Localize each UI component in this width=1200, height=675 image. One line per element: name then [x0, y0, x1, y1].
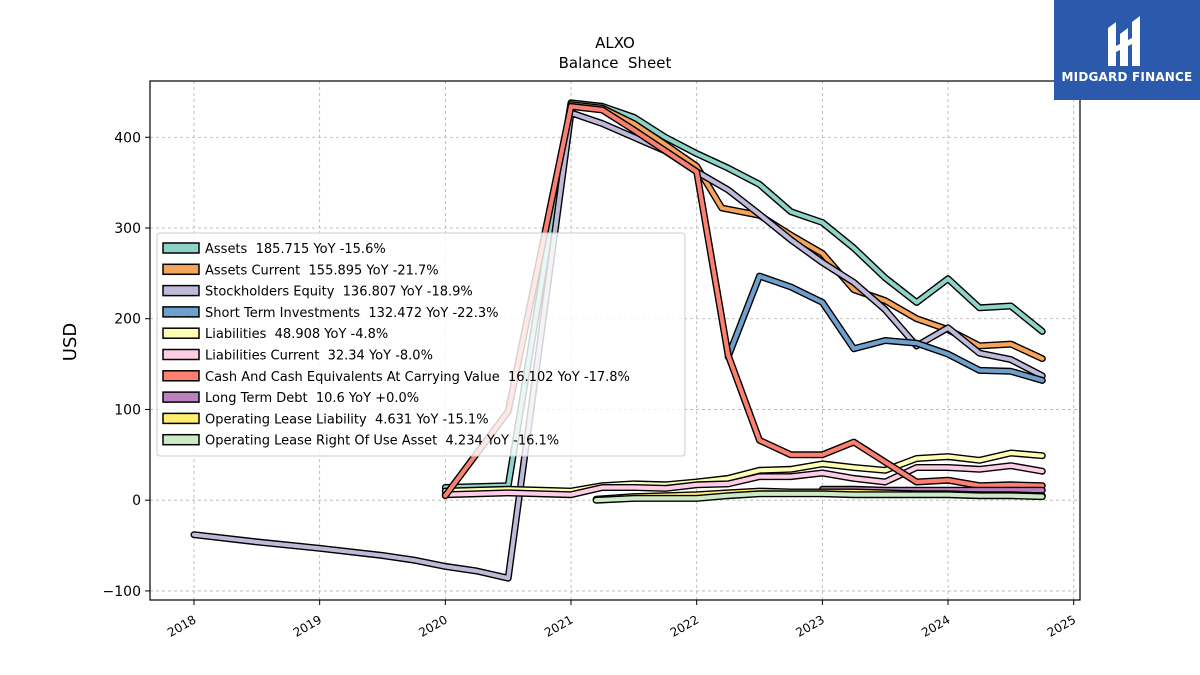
logo: MIDGARD FINANCE — [1054, 0, 1200, 100]
x-tick-label: 2022 — [668, 612, 701, 639]
series-line-3 — [724, 272, 1046, 384]
logo-text: MIDGARD FINANCE — [1061, 70, 1193, 84]
legend-swatch — [162, 263, 200, 276]
legend-entry: Assets 185.715 YoY -15.6% — [205, 242, 386, 257]
x-tick-label: 2020 — [416, 612, 449, 639]
legend-entry: Operating Lease Liability 4.631 YoY -15.… — [205, 412, 489, 427]
x-tick-label: 2024 — [919, 612, 952, 639]
x-tick-label: 2023 — [793, 612, 826, 639]
y-tick-label: 0 — [132, 493, 141, 509]
series-lines — [190, 99, 1046, 582]
series-stroke — [726, 274, 1045, 383]
series-stroke — [443, 463, 1045, 497]
x-tick-label: 2018 — [165, 612, 198, 639]
series-line-4 — [441, 449, 1046, 495]
y-tick-label: 300 — [114, 221, 141, 237]
legend-swatch — [162, 412, 200, 425]
series-line-5 — [441, 462, 1046, 499]
y-tick-label: 400 — [114, 130, 141, 146]
legend: Assets 185.715 YoY -15.6% Assets Current … — [156, 232, 686, 457]
legend-swatch — [162, 284, 200, 297]
y-tick-label: 200 — [114, 312, 141, 328]
series-line-9 — [592, 490, 1046, 504]
plot-frame — [149, 80, 1081, 601]
legend-swatch — [162, 370, 200, 382]
y-tick-label: 100 — [114, 402, 141, 418]
legend-swatch — [162, 348, 200, 361]
legend-entry: Assets Current 155.895 YoY -21.7% — [205, 263, 439, 278]
x-tick-label: 2025 — [1045, 612, 1078, 639]
legend-entry: Liabilities Current 32.34 YoY -8.0% — [205, 349, 433, 364]
legend-entry: Stockholders Equity 136.807 YoY -18.9% — [205, 285, 473, 300]
chart-title: ALXO — [595, 34, 635, 52]
series-stroke — [443, 104, 1045, 498]
legend-entry: Liabilities 48.908 YoY -4.8% — [205, 327, 388, 342]
midgard-logo-icon — [1108, 16, 1140, 66]
legend-entry: Long Term Debt 10.6 YoY +0.0% — [205, 391, 419, 406]
y-tick-label: −100 — [103, 584, 141, 600]
series-outline — [724, 272, 1046, 384]
legend-box — [156, 232, 686, 457]
legend-swatch — [162, 391, 200, 403]
y-axis-label: USD — [60, 323, 81, 361]
legend-swatch — [162, 327, 200, 339]
x-tick-label: 2019 — [291, 612, 324, 639]
series-stroke — [594, 491, 1045, 503]
chart-subtitle: Balance Sheet — [559, 54, 672, 72]
x-tick-label: 2021 — [542, 612, 575, 639]
legend-entry: Operating Lease Right Of Use Asset 4.234… — [205, 434, 559, 449]
legend-swatch — [162, 306, 200, 318]
legend-entry: Short Term Investments 132.472 YoY -22.3… — [205, 306, 498, 321]
legend-entry: Cash And Cash Equivalents At Carrying Va… — [205, 370, 630, 385]
legend-swatch — [162, 433, 200, 446]
series-line-6 — [441, 102, 1046, 500]
legend-swatch — [162, 242, 200, 254]
